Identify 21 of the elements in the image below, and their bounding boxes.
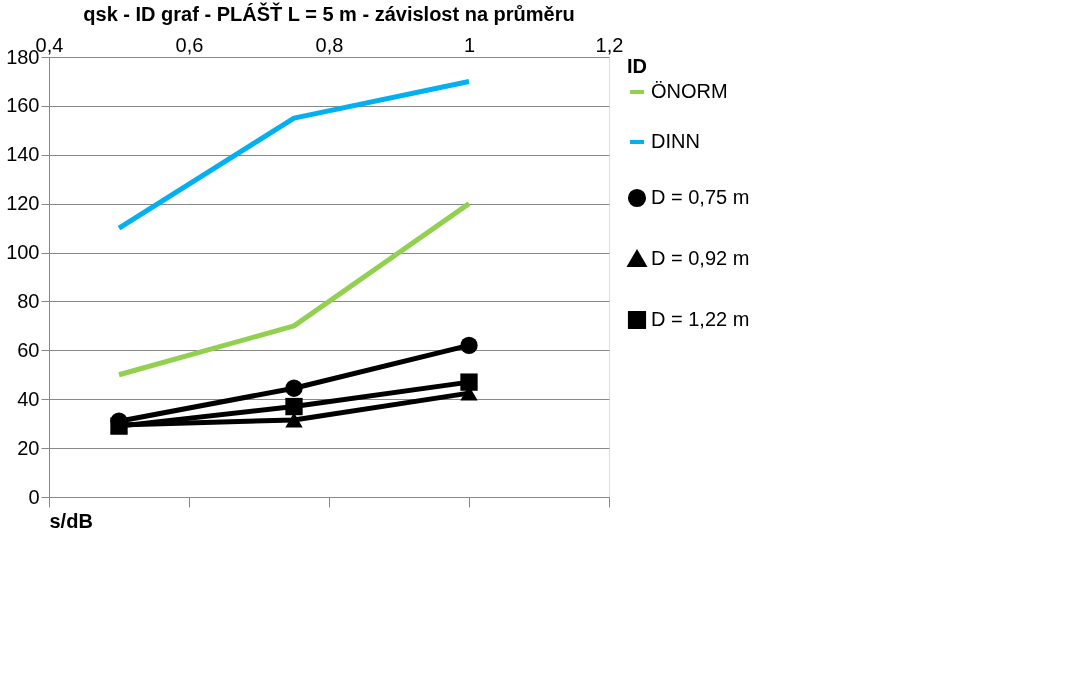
legend-label: DINN [651, 130, 700, 152]
legend-title: ID [627, 55, 647, 77]
y-tick-label: 80 [17, 289, 40, 312]
x-tick-label: 0,6 [175, 33, 204, 56]
x-tick-label: 0,8 [315, 33, 344, 56]
legend-label: D = 1,22 m [651, 308, 750, 330]
y-tick-label: 160 [6, 94, 40, 117]
y-tick-label: 40 [17, 387, 40, 410]
y-tick-label: 140 [6, 143, 40, 166]
y-tick-label: 20 [17, 436, 40, 459]
y-tick-label: 60 [17, 338, 40, 361]
legend-label: ÖNORM [651, 80, 728, 102]
y-tick-label: 120 [6, 192, 40, 215]
x-axis-title: s/dB [49, 510, 93, 532]
chart-title: qsk - ID graf - PLÁŠŤ L = 5 m - závislost na průměru [83, 2, 575, 25]
y-tick-label: 100 [6, 241, 40, 264]
x-tick-label: 1,2 [595, 33, 624, 56]
x-tick-label: 1 [463, 33, 476, 56]
legend-label: D = 0,75 m [651, 186, 750, 208]
y-tick-label: 0 [28, 485, 40, 508]
legend-label: D = 0,92 m [651, 247, 750, 269]
